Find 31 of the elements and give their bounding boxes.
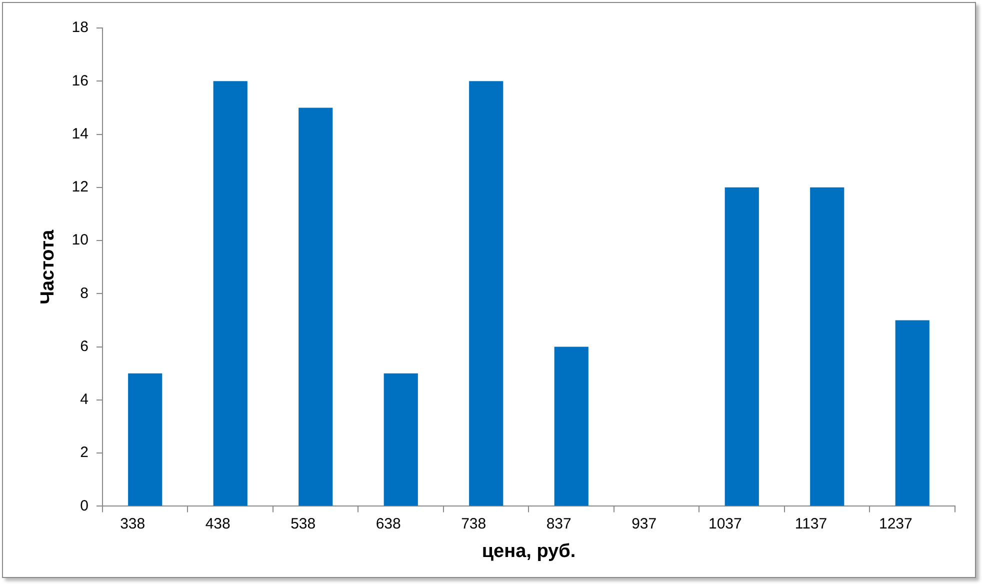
y-axis-title: Частота [38,229,59,304]
bar [384,373,418,506]
x-tick-label: 1037 [708,515,742,532]
x-tick-label: 538 [290,515,316,532]
x-tick-label: 638 [376,515,401,532]
x-tick-label: 1237 [879,515,912,532]
y-tick-label: 8 [80,284,88,302]
bar [895,320,930,506]
y-tick-label: 18 [72,19,88,36]
y-tick-label: 10 [72,232,88,249]
bar [469,81,504,506]
x-tick-label: 738 [461,515,486,532]
bar [554,346,588,506]
x-axis-title: цена, руб. [482,540,576,562]
y-tick-label: 16 [72,72,88,90]
bar [810,187,844,506]
y-tick-label: 4 [80,391,88,408]
bar [213,81,248,506]
x-tick-label: 937 [632,515,657,532]
x-tick-label: 338 [120,515,146,532]
y-tick-label: 6 [80,338,88,355]
x-tick-label: 837 [546,515,572,532]
y-tick-label: 12 [72,178,88,196]
bar [128,373,162,506]
y-tick-label: 14 [72,125,88,142]
y-tick-label: 2 [80,444,88,462]
x-tick-label: 438 [205,515,230,532]
x-tick-label: 1137 [794,515,828,532]
bar [724,187,759,506]
bar [298,108,333,506]
y-tick-label: 0 [80,497,88,514]
